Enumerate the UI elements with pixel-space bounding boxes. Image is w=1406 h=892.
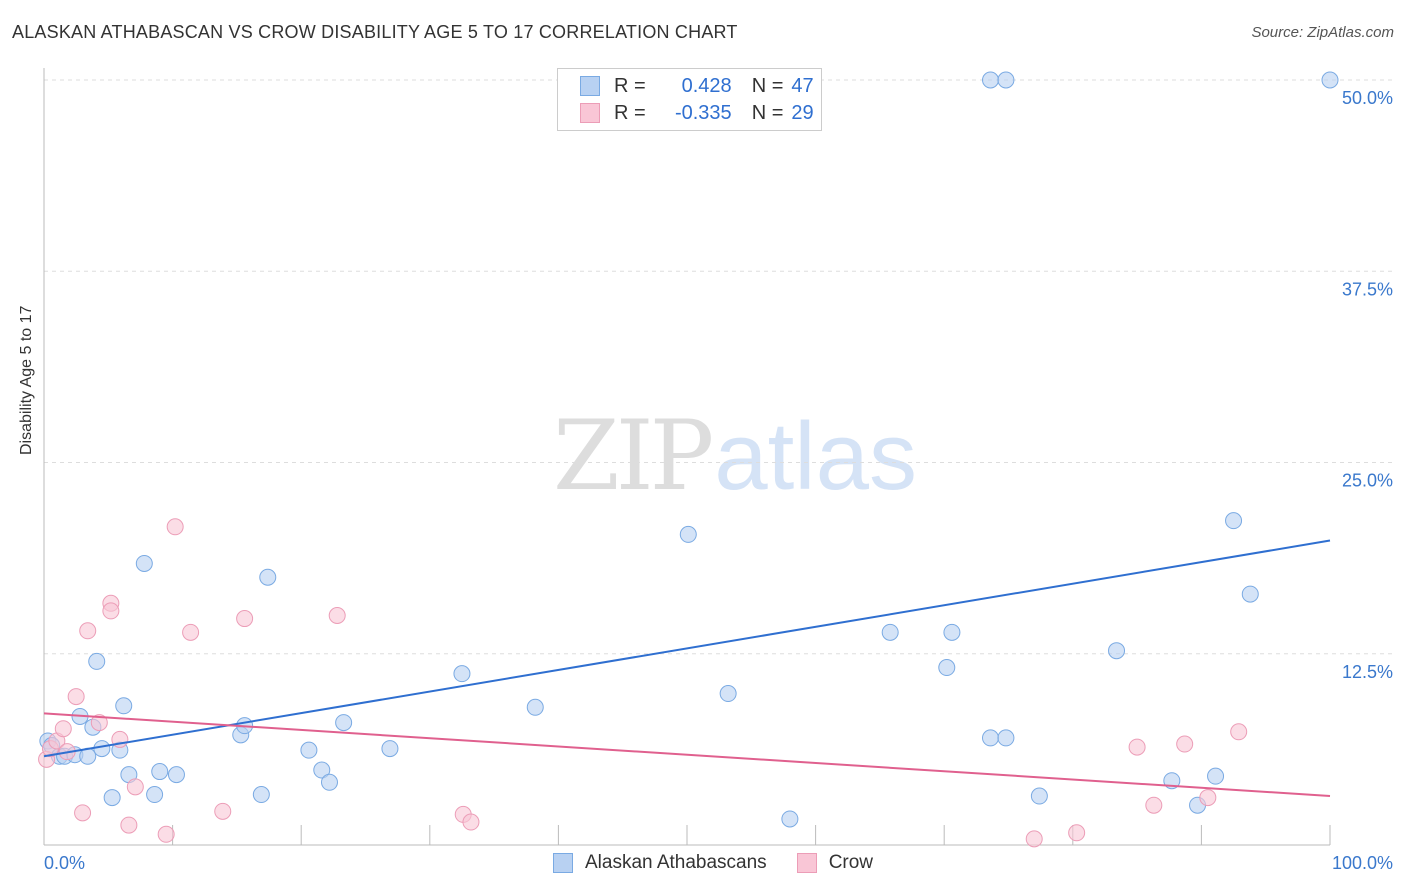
athabascan-point — [381, 740, 399, 758]
legend-r-label: R = — [614, 74, 646, 97]
athabascan-point — [679, 525, 697, 543]
legend-row-crow: R = -0.335 N = 29 — [580, 101, 814, 125]
athabascan-point — [1241, 585, 1259, 603]
legend-r-label: R = — [614, 101, 646, 124]
x-tick-label: 100.0% — [1332, 853, 1393, 873]
crow-point — [1199, 789, 1217, 807]
crow-point — [1230, 723, 1248, 741]
athabascan-point — [1207, 767, 1225, 785]
crow-point — [157, 825, 175, 843]
legend-n-value: 47 — [791, 74, 814, 97]
x-tick-label: 0.0% — [44, 853, 85, 873]
series-legend-item-crow[interactable]: Crow — [796, 852, 874, 874]
crow-point — [1145, 796, 1163, 814]
athabascan-point — [252, 786, 270, 804]
series-legend-item-athabascan[interactable]: Alaskan Athabascans — [553, 852, 767, 874]
crow-point — [54, 720, 72, 738]
legend-n-value: 29 — [791, 101, 814, 124]
blue-swatch-icon — [580, 76, 600, 96]
legend-n-label: N = — [751, 74, 784, 97]
crow-point — [182, 623, 200, 641]
crow-point — [236, 610, 254, 628]
athabascan-point — [943, 623, 961, 641]
athabascan-point — [93, 740, 111, 758]
grid-layer — [44, 79, 1395, 655]
athabascan-point — [103, 789, 121, 807]
athabascan-point — [115, 697, 133, 715]
athabascan-trendline — [43, 539, 1331, 758]
crow-point — [1025, 830, 1043, 848]
athabascan-point — [997, 71, 1015, 89]
athabascan-point — [881, 623, 899, 641]
y-tick-label: 50.0% — [1342, 88, 1393, 108]
series-name: Alaskan Athabascans — [585, 852, 767, 873]
athabascan-point — [88, 652, 106, 670]
y-tick-label: 12.5% — [1342, 662, 1393, 682]
athabascan-point — [335, 714, 353, 732]
athabascan-point — [1225, 512, 1243, 530]
athabascan-point — [259, 568, 277, 586]
legend-r-value: -0.335 — [674, 101, 732, 124]
pink-swatch-icon — [796, 853, 817, 873]
legend-n-label: N = — [751, 101, 784, 124]
watermark-zip: ZIP — [553, 400, 714, 512]
crow-point — [67, 688, 85, 706]
y-tick-label: 37.5% — [1342, 279, 1393, 299]
crow-point — [1128, 738, 1146, 756]
y-axis-label: Disability Age 5 to 17 — [18, 305, 35, 455]
crow-point — [126, 778, 144, 796]
watermark: ZIPatlas — [553, 400, 917, 512]
crow-point — [1176, 735, 1194, 753]
chart-title: ALASKAN ATHABASCAN VS CROW DISABILITY AG… — [12, 22, 738, 42]
pink-swatch-icon — [580, 103, 600, 123]
crow-point — [214, 802, 232, 820]
athabascan-point — [997, 729, 1015, 747]
series-name: Crow — [828, 852, 874, 873]
watermark-atlas: atlas — [714, 403, 917, 510]
athabascan-point — [526, 698, 544, 716]
athabascan-point — [453, 665, 471, 683]
athabascan-point — [313, 761, 331, 779]
athabascan-point — [1108, 642, 1126, 660]
crow-point — [328, 607, 346, 624]
correlation-legend: R = 0.428 N = 47 R = -0.335 N = 29 — [557, 68, 822, 131]
athabascan-point — [1321, 71, 1339, 89]
crow-point — [90, 714, 108, 732]
athabascan-point — [167, 766, 185, 784]
athabascan-point — [981, 71, 999, 89]
source-label: Source: ZipAtlas.com — [1251, 24, 1394, 41]
label-layer: 12.5% 25.0% 37.5% 50.0% 0.0% 100.0% — [44, 88, 1393, 873]
athabascan-point — [719, 685, 737, 703]
athabascan-point — [151, 763, 169, 781]
crow-point — [120, 816, 138, 834]
crow-point — [102, 602, 120, 620]
blue-swatch-icon — [553, 853, 573, 873]
athabascan-point — [146, 786, 164, 804]
athabascan-point — [781, 810, 799, 828]
crow-point — [166, 518, 184, 536]
y-tick-label: 25.0% — [1342, 471, 1393, 491]
athabascan-point — [981, 729, 999, 747]
athabascan-point — [1030, 787, 1048, 805]
legend-row-athabascan: R = 0.428 N = 47 — [580, 74, 814, 98]
athabascan-point — [938, 659, 956, 677]
crow-point — [74, 804, 92, 822]
crow-point — [462, 813, 480, 831]
legend-r-value: 0.428 — [681, 74, 732, 97]
crow-trendline — [43, 712, 1331, 798]
trend-layer — [43, 539, 1331, 798]
series-legend: Alaskan Athabascans Crow — [553, 852, 903, 874]
crow-point — [79, 622, 97, 640]
athabascan-point — [135, 554, 153, 572]
athabascan-point — [300, 741, 318, 759]
point-layer — [38, 71, 1339, 848]
crow-point — [1068, 824, 1086, 842]
athabascan-point — [320, 773, 338, 791]
